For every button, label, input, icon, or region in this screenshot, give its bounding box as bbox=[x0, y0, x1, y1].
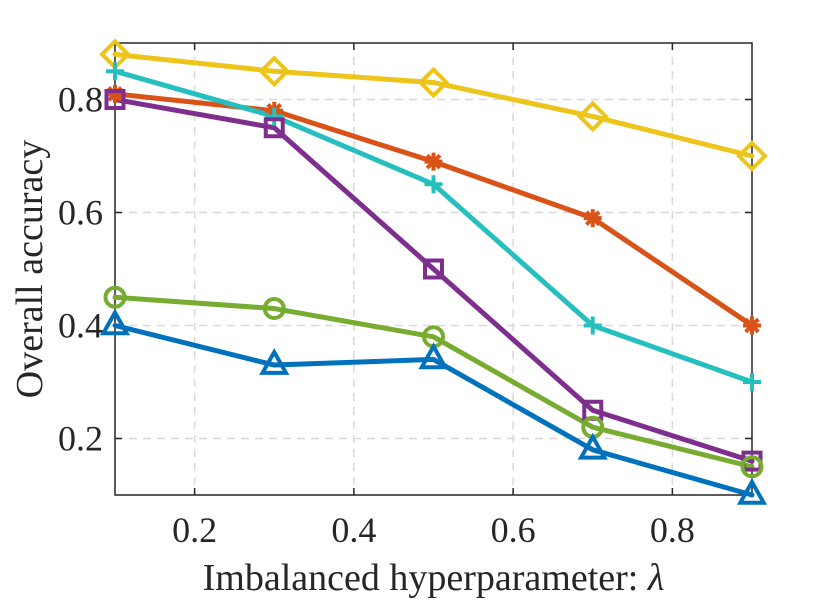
square-series-line bbox=[112, 97, 755, 464]
plus-series-plus-marker bbox=[106, 62, 124, 81]
x-axis-title-symbol: λ bbox=[647, 557, 664, 599]
circle-series-circle-marker bbox=[103, 285, 127, 309]
tick-marks bbox=[115, 43, 752, 495]
circle-series-circle-marker bbox=[740, 455, 764, 479]
y-tick-labels: 0.2 0.4 0.6 0.8 bbox=[58, 80, 103, 459]
series-markers bbox=[99, 38, 768, 505]
diamond-series-diamond-marker bbox=[736, 140, 768, 172]
plot-frame bbox=[114, 42, 753, 496]
x-tick-label: 0.4 bbox=[331, 510, 376, 550]
y-tick-label: 0.8 bbox=[58, 80, 103, 120]
triangle-series-triangle-marker bbox=[259, 347, 290, 375]
asterisk-series-asterisk-marker bbox=[743, 316, 761, 335]
plus-series-plus-marker bbox=[265, 107, 284, 126]
triangle-series-triangle-marker bbox=[99, 308, 131, 336]
plus-series-plus-marker bbox=[743, 373, 761, 391]
x-tick-label: 0.6 bbox=[491, 510, 536, 550]
square-series-square-marker bbox=[263, 117, 285, 139]
square-series-square-marker bbox=[423, 258, 444, 280]
circle-series-line bbox=[112, 294, 755, 470]
asterisk-series-asterisk-marker bbox=[106, 84, 124, 103]
diamond-series-diamond-marker bbox=[417, 66, 450, 99]
y-tick-label: 0.4 bbox=[58, 306, 103, 346]
y-tick-label: 0.2 bbox=[58, 419, 103, 459]
x-axis-title-text: Imbalanced hyperparameter: bbox=[203, 557, 648, 599]
series-lines bbox=[112, 51, 755, 498]
diamond-series-line bbox=[112, 51, 755, 159]
circle-series-circle-marker bbox=[262, 297, 286, 321]
asterisk-series-asterisk-marker bbox=[583, 209, 602, 228]
triangle-series-triangle-marker bbox=[736, 477, 768, 505]
triangle-series-triangle-marker bbox=[418, 342, 449, 370]
diamond-series-diamond-marker bbox=[258, 55, 291, 88]
triangle-series-triangle-marker bbox=[577, 432, 608, 460]
y-tick-label: 0.6 bbox=[58, 193, 103, 233]
x-axis-title: Imbalanced hyperparameter: λ bbox=[203, 557, 665, 599]
y-axis-title: Overall accuracy bbox=[9, 140, 51, 398]
plus-series-plus-marker bbox=[583, 316, 602, 335]
x-tick-label: 0.8 bbox=[650, 510, 695, 550]
diamond-series-diamond-marker bbox=[576, 100, 609, 133]
square-series-square-marker bbox=[104, 89, 126, 110]
asterisk-series-asterisk-marker bbox=[424, 152, 443, 171]
plus-series-plus-marker bbox=[424, 175, 443, 194]
triangle-series-line bbox=[112, 323, 755, 498]
asterisk-series-line bbox=[112, 91, 755, 328]
axes bbox=[114, 42, 753, 496]
x-tick-label: 0.2 bbox=[172, 510, 217, 550]
x-tick-labels: 0.2 0.4 0.6 0.8 bbox=[172, 510, 695, 550]
